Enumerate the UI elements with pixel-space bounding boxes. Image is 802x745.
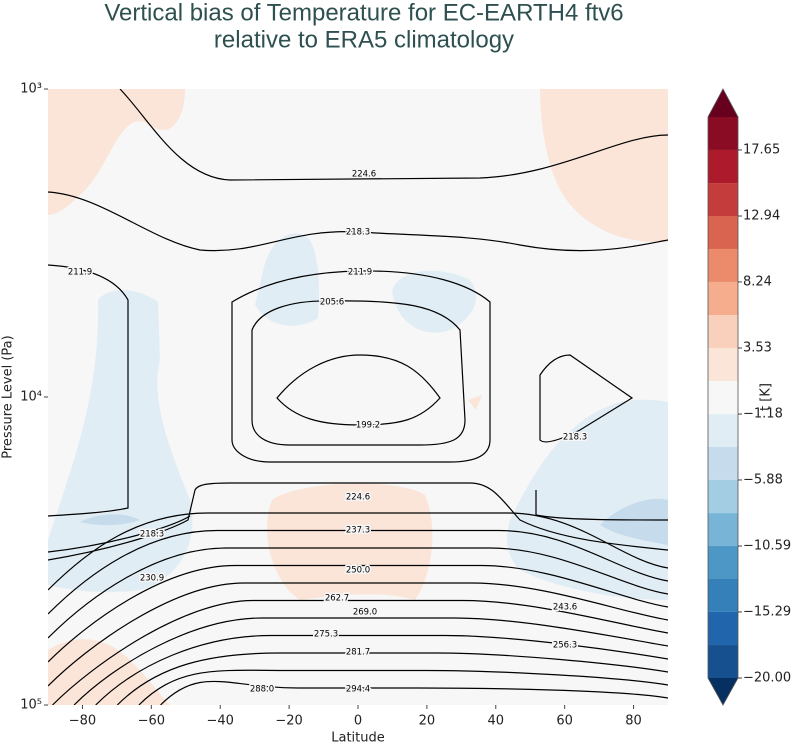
- contour-line: [48, 582, 668, 687]
- contour-label: 211.9: [348, 268, 372, 278]
- bias-region: [48, 290, 193, 593]
- colorbar-band: [708, 414, 738, 448]
- colorbar-tick-label: −20.00: [743, 671, 791, 686]
- contour-line: [116, 652, 668, 705]
- contour-label: 262.7: [325, 594, 349, 604]
- colorbar-tick-label: 12.94: [743, 209, 780, 224]
- colorbar-tick-label: 8.24: [743, 274, 772, 289]
- y-tick-label: 10³: [20, 82, 42, 97]
- colorbar-band: [708, 248, 738, 282]
- contour-label: 288.0: [250, 685, 274, 695]
- contour-line: [276, 354, 441, 426]
- colorbar-band: [708, 315, 738, 348]
- contour-line: [48, 482, 668, 561]
- contour-label: 199.2: [356, 421, 380, 431]
- colorbar-band: [708, 645, 738, 678]
- bias-region: [392, 270, 477, 333]
- x-tick-label: −40: [207, 714, 234, 729]
- colorbar-tick-label: −5.88: [743, 472, 783, 487]
- contour-line: [48, 547, 668, 639]
- x-tick-label: 0: [354, 714, 362, 729]
- colorbar-tick-label: −10.59: [743, 539, 791, 554]
- contour-line: [535, 490, 668, 521]
- colorbar-band: [708, 347, 738, 381]
- x-tick-label: 40: [488, 714, 505, 729]
- colorbar-band: [708, 479, 738, 514]
- contour-label: 224.6: [346, 493, 370, 503]
- colorbar-band: [708, 447, 738, 480]
- chart-title: relative to ERA5 climatology: [214, 26, 514, 53]
- contour-label: 275.3: [314, 630, 338, 640]
- x-tick-label: −20: [275, 714, 302, 729]
- contour-line: [48, 529, 668, 615]
- colorbar-band: [708, 380, 738, 415]
- contour-label: 243.6: [553, 603, 577, 613]
- contour-line: [119, 89, 668, 181]
- contour-label: 218.3: [140, 530, 164, 540]
- contour-label: 256.3: [553, 641, 577, 651]
- bias-region: [48, 639, 170, 705]
- contour-label: 224.6: [352, 170, 376, 180]
- y-tick-label: 10⁵: [20, 698, 42, 713]
- bias-region: [468, 395, 482, 410]
- contour-label: 281.7: [346, 648, 370, 658]
- x-tick-label: 20: [419, 714, 436, 729]
- y-tick-label: 10⁴: [20, 390, 42, 405]
- contour-label: 237.3: [346, 526, 370, 536]
- bias-region: [600, 498, 668, 545]
- x-axis-label: Latitude: [331, 731, 385, 745]
- contour-label: 230.9: [140, 574, 164, 584]
- bias-region: [48, 89, 185, 215]
- contour-line: [160, 680, 668, 705]
- colorbar-tick-label: 17.65: [743, 142, 780, 157]
- contour-line: [48, 564, 668, 663]
- contour-line: [48, 191, 668, 252]
- contour-line: [48, 515, 191, 553]
- chart-title: Vertical bias of Temperature for EC-EART…: [104, 0, 623, 26]
- x-tick-label: 80: [625, 714, 642, 729]
- colorbar-band: [708, 513, 738, 547]
- bias-region: [507, 399, 668, 600]
- contour-line: [539, 354, 634, 443]
- x-tick-label: −80: [69, 714, 96, 729]
- contour-line: [52, 599, 668, 705]
- colorbar-band: [708, 611, 738, 646]
- colorbar-tick-label: 3.53: [743, 340, 772, 355]
- contour-line: [138, 669, 668, 705]
- colorbar-label: t [K]: [759, 383, 774, 411]
- contour-label: 218.3: [563, 433, 587, 443]
- contour-line: [95, 634, 668, 705]
- contour-label: 269.0: [353, 608, 377, 618]
- y-axis-label: Pressure Level (Pa): [1, 335, 16, 458]
- contour-label: 211.9: [68, 268, 92, 278]
- contour-label: 218.3: [346, 228, 370, 238]
- x-tick-label: 60: [556, 714, 573, 729]
- colorbar-band: [708, 281, 738, 316]
- contour-line: [231, 270, 491, 463]
- colorbar-band: [708, 216, 738, 249]
- colorbar-band: [708, 546, 738, 579]
- colorbar-band: [708, 149, 738, 184]
- contour-label: 250.0: [346, 566, 370, 576]
- contour-line: [48, 512, 668, 591]
- colorbar-band: [708, 117, 738, 150]
- colorbar-extend-over: [708, 89, 738, 117]
- contour-line: [73, 617, 668, 705]
- x-tick-label: −60: [138, 714, 165, 729]
- contour-line: [48, 264, 129, 517]
- contour-label: 294.4: [346, 685, 370, 695]
- colorbar-band: [708, 183, 738, 217]
- contour-line: [251, 300, 466, 446]
- colorbar-tick-label: −1.18: [743, 407, 783, 422]
- plot-area: 224.6 218.3 211.9 211.9 205.6 199.2 218.3 218.3…: [48, 89, 668, 705]
- colorbar-extend-under: [708, 678, 738, 705]
- colorbar-band: [708, 578, 738, 612]
- bias-region: [80, 514, 140, 526]
- colorbar-tick-label: −15.29: [743, 604, 791, 619]
- contour-label: 205.6: [320, 298, 344, 308]
- bias-region: [540, 89, 668, 243]
